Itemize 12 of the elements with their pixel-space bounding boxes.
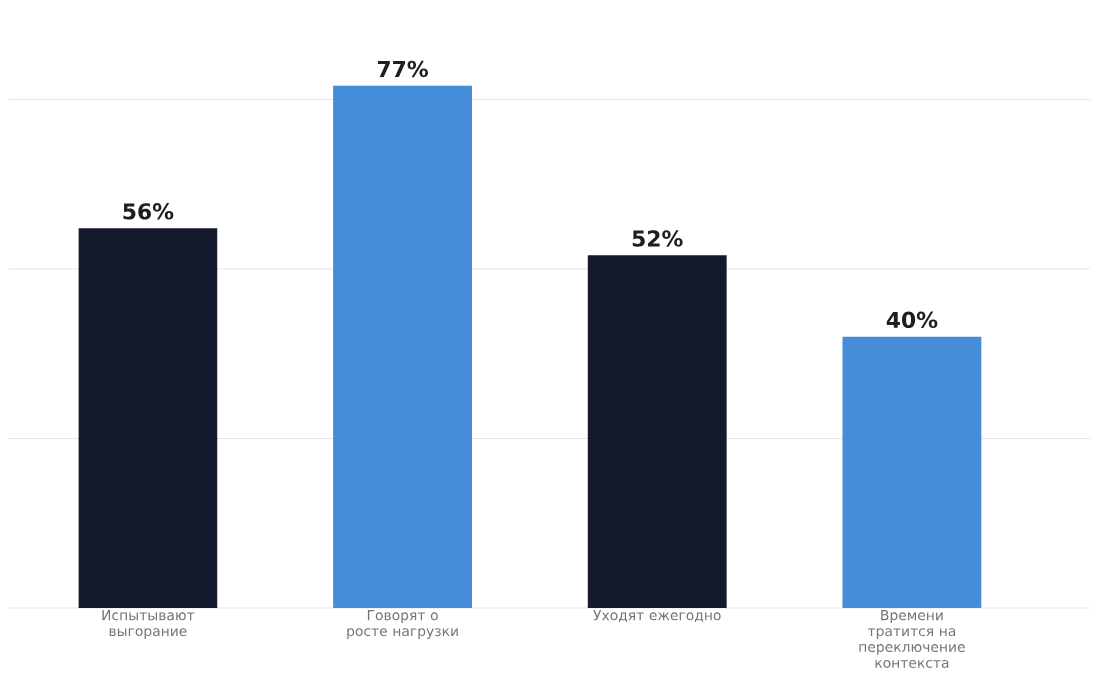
data-label: 77% [377, 60, 428, 78]
data-label: 52% [632, 230, 683, 247]
bar [78, 228, 218, 608]
x-tick-label: Времени тратится на переключение контекста [859, 609, 965, 668]
bar [333, 85, 472, 608]
x-tick-label: Испытывают выгорание [102, 609, 195, 639]
data-label: 56% [123, 202, 174, 220]
bar [842, 336, 982, 608]
x-tick-label: Уходят ежегодно [593, 609, 721, 622]
x-tick-label: Говорят о росте нагрузки [347, 609, 458, 639]
bar [587, 255, 727, 608]
data-label: 40% [886, 311, 938, 328]
